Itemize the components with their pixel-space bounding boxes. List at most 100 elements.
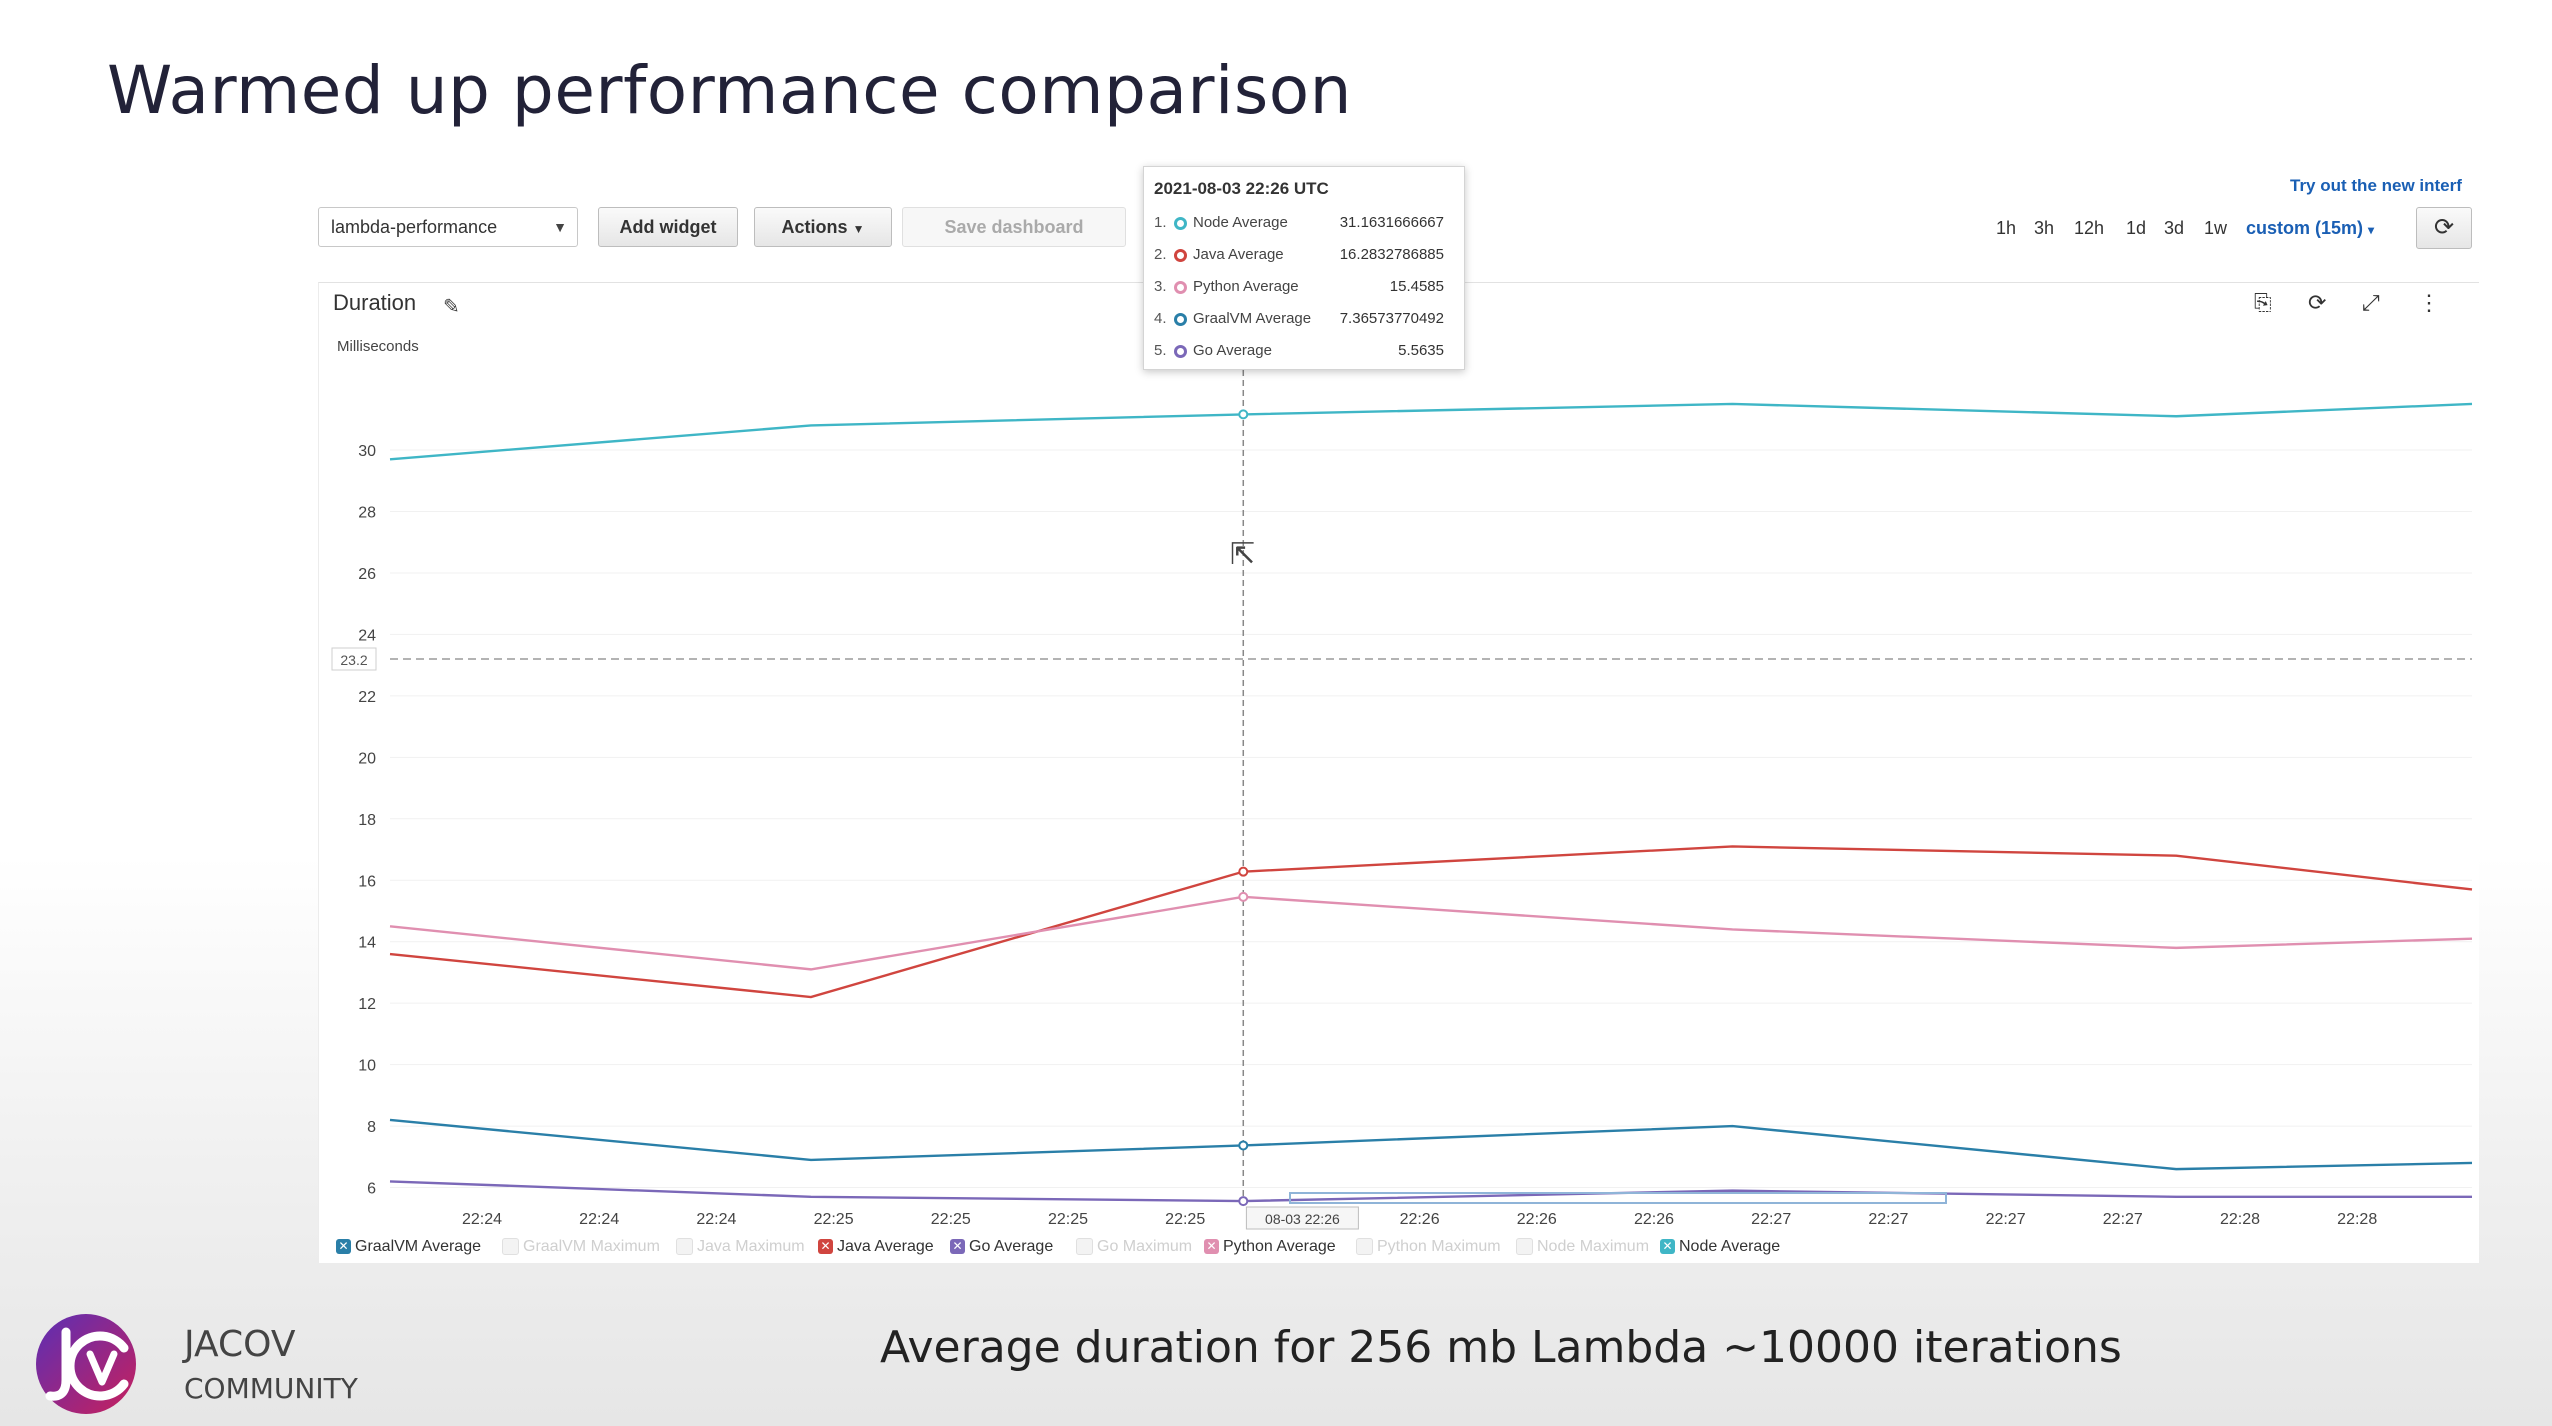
tooltip-time: 2021-08-03 22:26 UTC xyxy=(1154,179,1329,198)
slide-caption: Average duration for 256 mb Lambda ~1000… xyxy=(880,1322,2122,1373)
dashboard-refresh-button[interactable]: ⟳ xyxy=(2416,207,2472,249)
checkbox-icon: ✕ xyxy=(1660,1239,1675,1255)
duration-widget-panel xyxy=(318,282,2479,1263)
tooltip-row-name: Python Average xyxy=(1193,278,1299,295)
x-tick-label: 22:24 xyxy=(462,1211,502,1228)
series-line xyxy=(389,1180,2472,1203)
tooltip-row: 1. Node Average 31.1631666667 xyxy=(1154,207,1454,239)
range-custom-label: custom (15m) xyxy=(2246,218,2364,238)
checkbox-icon xyxy=(1076,1238,1093,1256)
try-new-interface-link[interactable]: Try out the new interf xyxy=(2290,176,2462,195)
edit-icon[interactable]: ✎ xyxy=(443,296,460,318)
more-icon[interactable]: ⋮ xyxy=(2418,290,2440,315)
dashboard-select[interactable]: lambda-performance ▼ xyxy=(318,207,578,247)
tooltip-row: 3. Python Average 15.4585 xyxy=(1154,271,1454,303)
series-marker-icon xyxy=(1174,344,1187,358)
y-tick-label: 24 xyxy=(358,627,376,644)
x-tick-label: 22:24 xyxy=(579,1211,619,1228)
legend-item[interactable]: ✕ GraalVM Average xyxy=(336,1238,481,1256)
checkbox-icon: ✕ xyxy=(950,1239,965,1255)
x-tick-label: 22:24 xyxy=(696,1211,736,1228)
range-3d[interactable]: 3d xyxy=(2164,218,2185,238)
actions-button[interactable]: Actions ▼ xyxy=(754,207,892,247)
checkbox-icon xyxy=(676,1238,693,1256)
range-1h[interactable]: 1h xyxy=(1996,218,2017,238)
tooltip-row-name: GraalVM Average xyxy=(1193,310,1312,327)
legend-label: Java Maximum xyxy=(697,1238,805,1255)
y-tick-label: 14 xyxy=(358,935,376,952)
legend-item[interactable]: Go Maximum xyxy=(1076,1238,1192,1256)
dashboard-select-value: lambda-performance xyxy=(331,217,498,237)
range-1w[interactable]: 1w xyxy=(2204,218,2228,238)
x-tick-label: 22:26 xyxy=(1400,1211,1440,1228)
widget-title[interactable]: Duration xyxy=(333,290,417,315)
x-tick-label: 22:26 xyxy=(1634,1211,1674,1228)
legend-item[interactable]: ✕ Python Average xyxy=(1204,1238,1336,1256)
series-marker-icon xyxy=(1174,312,1187,326)
range-12h[interactable]: 12h xyxy=(2074,218,2105,238)
chevron-down-icon: ▾ xyxy=(2368,223,2375,237)
checkbox-icon: ✕ xyxy=(818,1239,833,1255)
legend-label: GraalVM Average xyxy=(355,1238,481,1255)
range-3h[interactable]: 3h xyxy=(2034,218,2055,238)
y-tick-label: 16 xyxy=(358,873,376,890)
tooltip-row-value: 15.4585 xyxy=(1389,278,1444,295)
tooltip-row-value: 5.5635 xyxy=(1398,342,1444,359)
legend-item[interactable]: Node Maximum xyxy=(1516,1238,1649,1256)
refresh-icon[interactable]: ⟳ xyxy=(2308,290,2327,315)
legend-item[interactable]: Python Maximum xyxy=(1356,1238,1501,1256)
tooltip-row-value: 31.1631666667 xyxy=(1339,214,1444,231)
y-tick-label: 6 xyxy=(367,1181,376,1198)
checkbox-icon xyxy=(1356,1238,1373,1256)
series-line xyxy=(389,895,2473,971)
legend-item[interactable]: Java Maximum xyxy=(676,1238,805,1256)
tooltip-row: 5. Go Average 5.5635 xyxy=(1154,335,1454,367)
tooltip-row-index: 4. xyxy=(1154,310,1167,327)
legend-item[interactable]: ✕ Go Average xyxy=(950,1238,1053,1256)
widget-units-label: Milliseconds xyxy=(337,338,419,355)
legend-label: Node Average xyxy=(1679,1238,1781,1255)
y-tick-label: 28 xyxy=(358,505,376,522)
time-brush xyxy=(1289,1192,1947,1204)
series-line xyxy=(389,402,2473,461)
tooltip-row-index: 1. xyxy=(1154,214,1167,231)
chart-tooltip: 2021-08-03 22:26 UTC 1. Node Average 31.16… xyxy=(1143,166,1465,370)
x-tick-label: 22:25 xyxy=(814,1211,854,1228)
save-dashboard-button[interactable]: Save dashboard xyxy=(902,207,1126,247)
add-widget-button[interactable]: Add widget xyxy=(598,207,738,247)
legend-item[interactable]: ✕ Java Average xyxy=(818,1238,934,1256)
y-tick-label: 10 xyxy=(358,1058,376,1075)
y-tick-label: 30 xyxy=(358,443,376,460)
checkbox-icon: ✕ xyxy=(1204,1239,1219,1255)
series-marker-icon xyxy=(1174,248,1187,262)
y-tick-label: 26 xyxy=(358,566,376,583)
tooltip-row-index: 2. xyxy=(1154,246,1167,263)
legend-label: Python Average xyxy=(1223,1238,1336,1255)
y-tick-label: 8 xyxy=(367,1119,376,1136)
y-tick-label: 22 xyxy=(358,689,376,706)
range-custom[interactable]: custom (15m) ▾ xyxy=(2246,218,2374,239)
x-tick-label: 22:25 xyxy=(1048,1211,1088,1228)
refresh-icon: ⟳ xyxy=(2433,214,2455,241)
legend-item[interactable]: GraalVM Maximum xyxy=(502,1238,660,1256)
y-tick-label: 20 xyxy=(358,750,376,767)
x-tick-highlight xyxy=(1245,1206,1359,1230)
legend-item[interactable]: ✕ Node Average xyxy=(1660,1238,1780,1256)
legend-label: GraalVM Maximum xyxy=(523,1238,660,1255)
fullscreen-icon[interactable]: ⤢ xyxy=(2362,290,2380,315)
legend-label: Node Maximum xyxy=(1537,1238,1650,1255)
copy-icon[interactable]: ⎘ xyxy=(2254,290,2272,315)
x-tick-label: 22:28 xyxy=(2337,1211,2377,1228)
threshold-badge xyxy=(331,647,377,671)
checkbox-icon xyxy=(1516,1238,1533,1256)
legend-label: Python Maximum xyxy=(1377,1238,1501,1255)
range-1d[interactable]: 1d xyxy=(2126,218,2147,238)
tooltip-row-name: Go Average xyxy=(1193,342,1272,359)
series-marker-icon xyxy=(1174,216,1187,230)
series-hover-point xyxy=(1238,866,1249,877)
x-tick-label: 08-03 22:26 xyxy=(1265,1211,1340,1227)
x-tick-label: 22:25 xyxy=(931,1211,971,1228)
checkbox-icon xyxy=(502,1238,519,1256)
legend-label: Go Average xyxy=(969,1238,1054,1255)
